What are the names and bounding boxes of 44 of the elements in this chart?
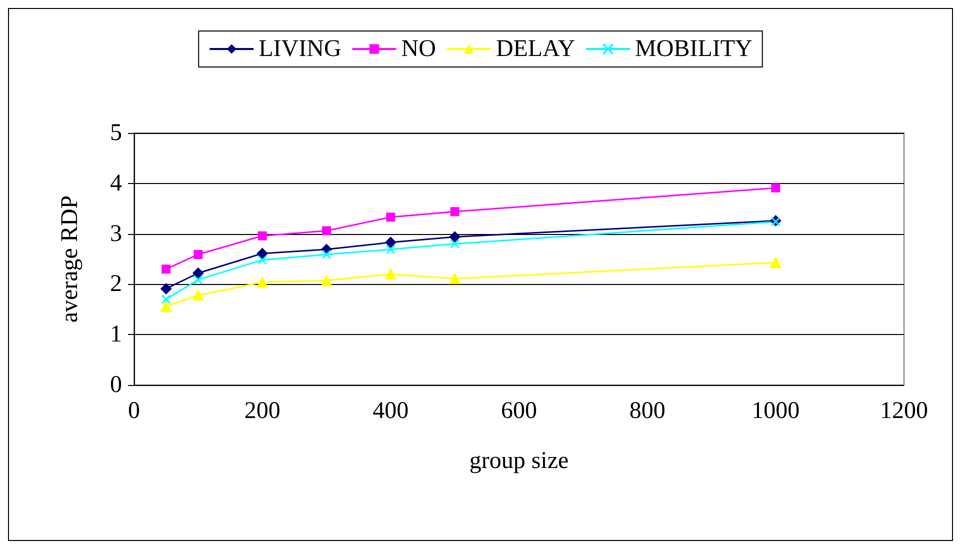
x-tick-label: 600 xyxy=(501,398,537,424)
x-tick-label: 1000 xyxy=(752,398,800,424)
point xyxy=(160,300,172,312)
point xyxy=(449,273,460,284)
x-tick-label: 200 xyxy=(244,398,280,424)
point xyxy=(385,268,396,280)
point xyxy=(385,236,396,248)
y-tick-label: 4 xyxy=(110,170,122,196)
point xyxy=(160,283,172,294)
point xyxy=(256,276,268,288)
x-tick-label: 1200 xyxy=(880,398,928,424)
y-axis-title: average RDP xyxy=(57,195,83,323)
x-tick-label: 0 xyxy=(128,398,140,424)
x-axis-title: group size xyxy=(469,448,569,474)
y-tick-label: 2 xyxy=(110,271,122,298)
legend-label: NO xyxy=(401,36,436,62)
point xyxy=(162,264,171,274)
point xyxy=(161,294,171,304)
point xyxy=(322,250,332,260)
point xyxy=(194,250,203,259)
y-tick-label: 0 xyxy=(110,372,122,398)
y-tick-label: 1 xyxy=(110,322,122,348)
point xyxy=(771,183,780,192)
x-tick-label: 400 xyxy=(372,398,409,424)
point xyxy=(449,231,460,242)
point xyxy=(450,239,460,249)
point xyxy=(192,268,204,279)
point xyxy=(193,274,203,284)
point xyxy=(386,212,396,222)
point xyxy=(386,244,396,254)
legend-label: DELAY xyxy=(496,36,576,62)
point xyxy=(321,275,332,286)
point xyxy=(258,231,267,240)
x-tick-label: 800 xyxy=(629,398,666,424)
point xyxy=(322,226,331,236)
point xyxy=(258,255,268,265)
point xyxy=(256,248,268,259)
point xyxy=(770,257,782,268)
y-tick-label: 3 xyxy=(110,220,122,247)
point xyxy=(450,207,460,216)
y-tick-label: 5 xyxy=(110,120,122,146)
legend-label: MOBILITY xyxy=(635,36,752,62)
point xyxy=(192,290,204,301)
legend-label: LIVING xyxy=(258,36,342,62)
